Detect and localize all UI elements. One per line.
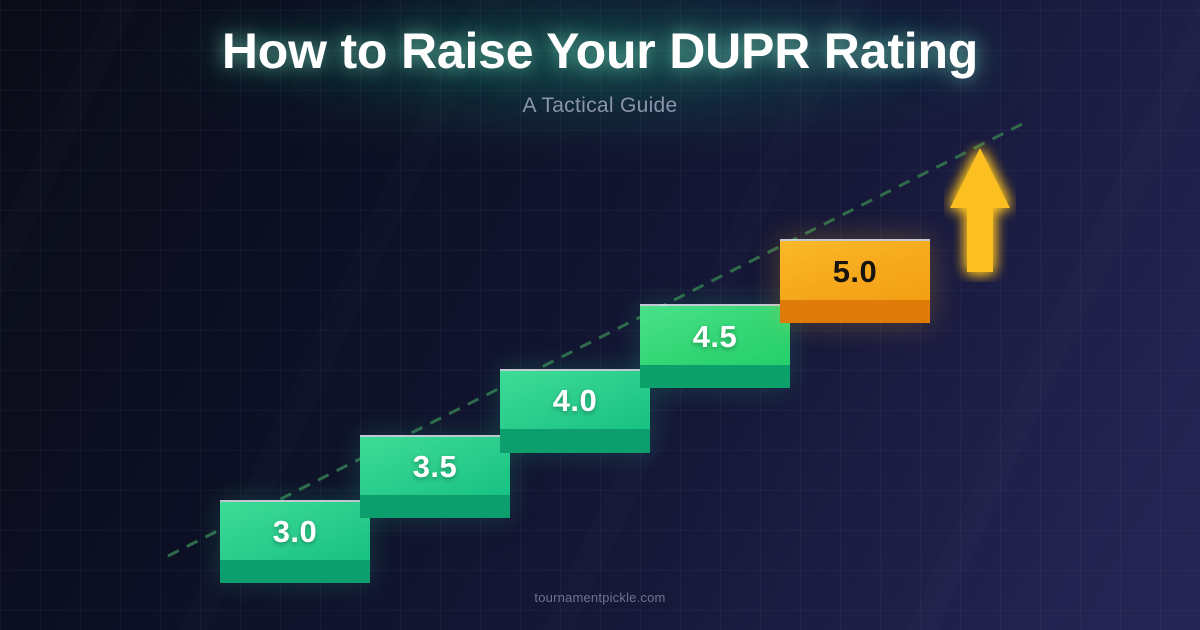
- step-bar-face: 3.0: [220, 502, 370, 562]
- step-bar-base: [360, 495, 510, 518]
- step-bar: 4.0: [500, 369, 650, 453]
- step-bar-face: 3.5: [360, 437, 510, 497]
- step-bar-value: 4.5: [692, 318, 738, 354]
- step-bar: 3.5: [360, 435, 510, 518]
- step-bar-value: 3.0: [272, 514, 318, 549]
- header: How to Raise Your DUPR Rating A Tactical…: [0, 22, 1200, 118]
- trend-line-segment: [167, 119, 1029, 558]
- step-bar: 4.5: [640, 304, 790, 388]
- step-bar-base: [780, 300, 930, 323]
- step-bar-face: 4.0: [500, 371, 650, 431]
- step-bar-face: 5.0: [780, 241, 930, 302]
- step-bar-face: 4.5: [640, 306, 790, 367]
- page-subtitle: A Tactical Guide: [522, 94, 678, 117]
- step-bar-base: [640, 365, 790, 388]
- step-bar-base: [220, 560, 370, 583]
- up-arrow-icon: [950, 148, 1010, 272]
- footer-site: tournamentpickle.com: [534, 590, 666, 605]
- step-bar-value: 4.0: [552, 383, 598, 418]
- step-bar: 3.0: [220, 500, 370, 583]
- step-bar-value: 3.5: [412, 449, 458, 484]
- step-bar-base: [500, 429, 650, 453]
- page-title: How to Raise Your DUPR Rating: [221, 23, 979, 79]
- step-bar-value: 5.0: [832, 253, 878, 289]
- step-bar: 5.0: [780, 239, 930, 323]
